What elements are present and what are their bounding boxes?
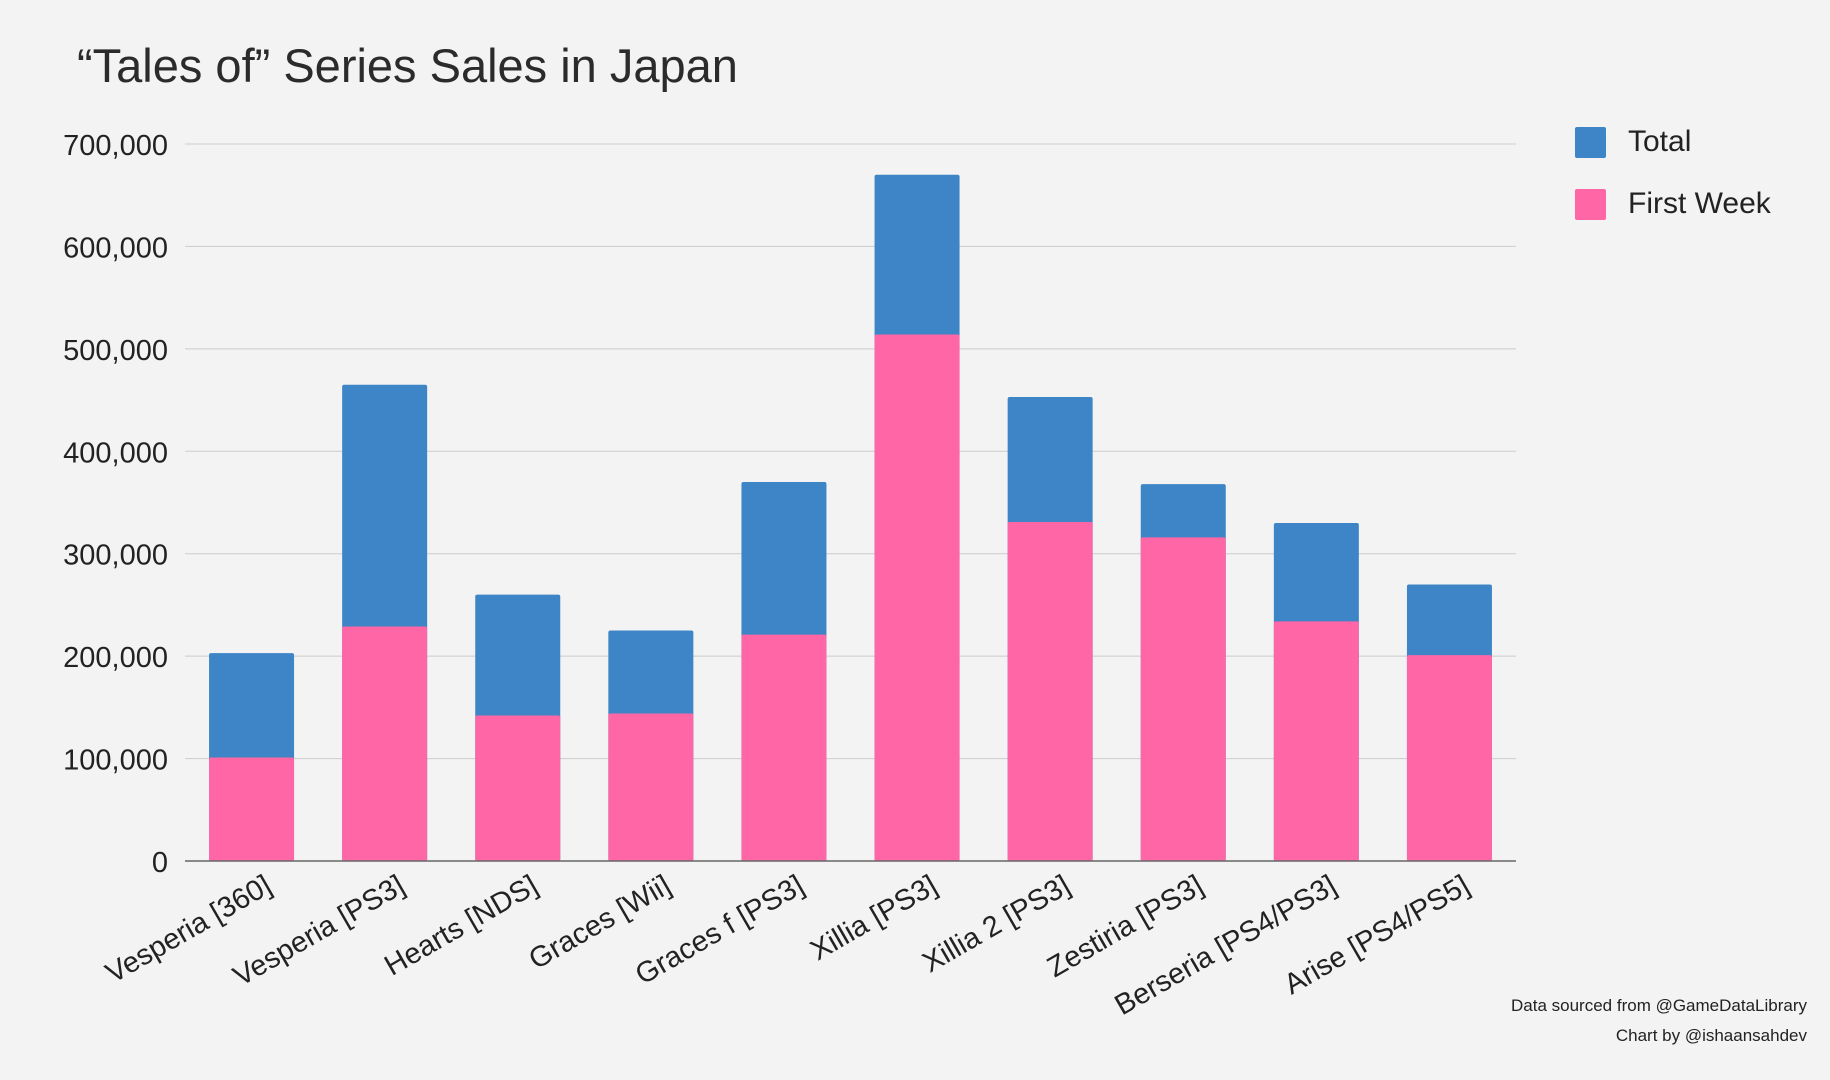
bar-first-week [608, 713, 694, 861]
legend-label-total: Total [1628, 125, 1692, 158]
bar-first-week [1273, 621, 1359, 861]
bar-first-week [1140, 537, 1226, 861]
bar-first-week [874, 334, 960, 861]
y-tick-label: 0 [152, 847, 168, 879]
y-tick-label: 500,000 [63, 335, 168, 367]
legend: Total First Week [1575, 125, 1771, 250]
y-tick-label: 700,000 [63, 130, 168, 162]
credit-author: Chart by @ishaansahdev [1615, 1026, 1807, 1045]
bar-first-week [1406, 655, 1492, 861]
legend-item-first-week: First Week [1575, 187, 1771, 220]
legend-label-first-week: First Week [1628, 187, 1771, 220]
y-tick-label: 400,000 [63, 437, 168, 469]
y-tick-label: 200,000 [63, 642, 168, 674]
y-tick-label: 100,000 [63, 745, 168, 777]
credit-source: Data sourced from @GameDataLibrary [1511, 996, 1807, 1015]
x-tick-label: Berseria [PS4/PS3] [1109, 869, 1341, 1022]
y-tick-label: 300,000 [63, 540, 168, 572]
legend-item-total: Total [1575, 125, 1771, 158]
bars [209, 174, 1492, 861]
bar-first-week [342, 626, 428, 861]
legend-swatch-first-week [1575, 188, 1606, 220]
bar-first-week [209, 757, 295, 861]
bar-first-week [475, 715, 561, 861]
bar-first-week [741, 634, 827, 861]
bar-first-week [1007, 521, 1093, 861]
legend-swatch-total [1575, 126, 1606, 158]
y-tick-label: 600,000 [63, 232, 168, 264]
chart-title: “Tales of” Series Sales in Japan [77, 39, 738, 92]
